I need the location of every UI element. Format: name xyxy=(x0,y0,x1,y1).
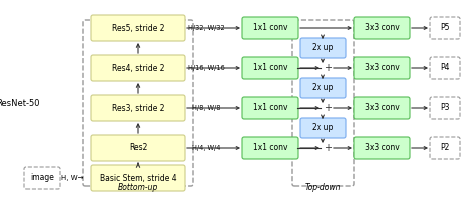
FancyBboxPatch shape xyxy=(354,17,410,39)
FancyBboxPatch shape xyxy=(354,57,410,79)
Text: H/16, W/16: H/16, W/16 xyxy=(188,65,224,71)
Text: 3x3 conv: 3x3 conv xyxy=(365,144,400,152)
Text: +: + xyxy=(324,103,332,113)
FancyBboxPatch shape xyxy=(24,167,60,189)
FancyBboxPatch shape xyxy=(242,97,298,119)
FancyBboxPatch shape xyxy=(354,97,410,119)
Text: image: image xyxy=(30,173,54,182)
FancyBboxPatch shape xyxy=(430,57,460,79)
Text: H/32, W/32: H/32, W/32 xyxy=(188,25,224,31)
FancyBboxPatch shape xyxy=(91,95,185,121)
Text: Top-down: Top-down xyxy=(305,184,341,192)
FancyBboxPatch shape xyxy=(300,38,346,58)
FancyBboxPatch shape xyxy=(354,137,410,159)
FancyBboxPatch shape xyxy=(91,135,185,161)
Text: P2: P2 xyxy=(440,144,450,152)
FancyBboxPatch shape xyxy=(91,55,185,81)
FancyBboxPatch shape xyxy=(242,17,298,39)
Text: +: + xyxy=(324,143,332,153)
Text: Bottom-up: Bottom-up xyxy=(118,184,158,192)
FancyBboxPatch shape xyxy=(91,15,185,41)
Text: 2x up: 2x up xyxy=(312,123,334,132)
Text: 1x1 conv: 1x1 conv xyxy=(253,104,287,112)
Text: P4: P4 xyxy=(440,64,450,72)
Text: Res5, stride 2: Res5, stride 2 xyxy=(112,23,164,32)
Text: H/8, W/8: H/8, W/8 xyxy=(192,105,220,111)
Text: 3x3 conv: 3x3 conv xyxy=(365,104,400,112)
FancyBboxPatch shape xyxy=(430,97,460,119)
Text: 1x1 conv: 1x1 conv xyxy=(253,64,287,72)
FancyBboxPatch shape xyxy=(430,137,460,159)
FancyBboxPatch shape xyxy=(91,165,185,191)
Text: Res3, stride 2: Res3, stride 2 xyxy=(112,104,164,112)
Text: 2x up: 2x up xyxy=(312,44,334,52)
FancyBboxPatch shape xyxy=(300,78,346,98)
Text: Basic Stem, stride 4: Basic Stem, stride 4 xyxy=(100,173,176,182)
FancyBboxPatch shape xyxy=(430,17,460,39)
FancyBboxPatch shape xyxy=(300,118,346,138)
FancyBboxPatch shape xyxy=(242,57,298,79)
Text: Res2: Res2 xyxy=(129,144,147,152)
Text: P3: P3 xyxy=(440,104,450,112)
Text: P5: P5 xyxy=(440,23,450,32)
Text: 3x3 conv: 3x3 conv xyxy=(365,64,400,72)
Text: Res4, stride 2: Res4, stride 2 xyxy=(112,64,164,72)
Text: H, W→: H, W→ xyxy=(61,175,83,181)
Text: ResNet-50: ResNet-50 xyxy=(0,98,40,108)
Text: 2x up: 2x up xyxy=(312,84,334,92)
FancyBboxPatch shape xyxy=(242,137,298,159)
Text: 1x1 conv: 1x1 conv xyxy=(253,144,287,152)
Text: 3x3 conv: 3x3 conv xyxy=(365,23,400,32)
Text: 1x1 conv: 1x1 conv xyxy=(253,23,287,32)
Text: +: + xyxy=(324,63,332,73)
Text: H/4, W/4: H/4, W/4 xyxy=(192,145,220,151)
